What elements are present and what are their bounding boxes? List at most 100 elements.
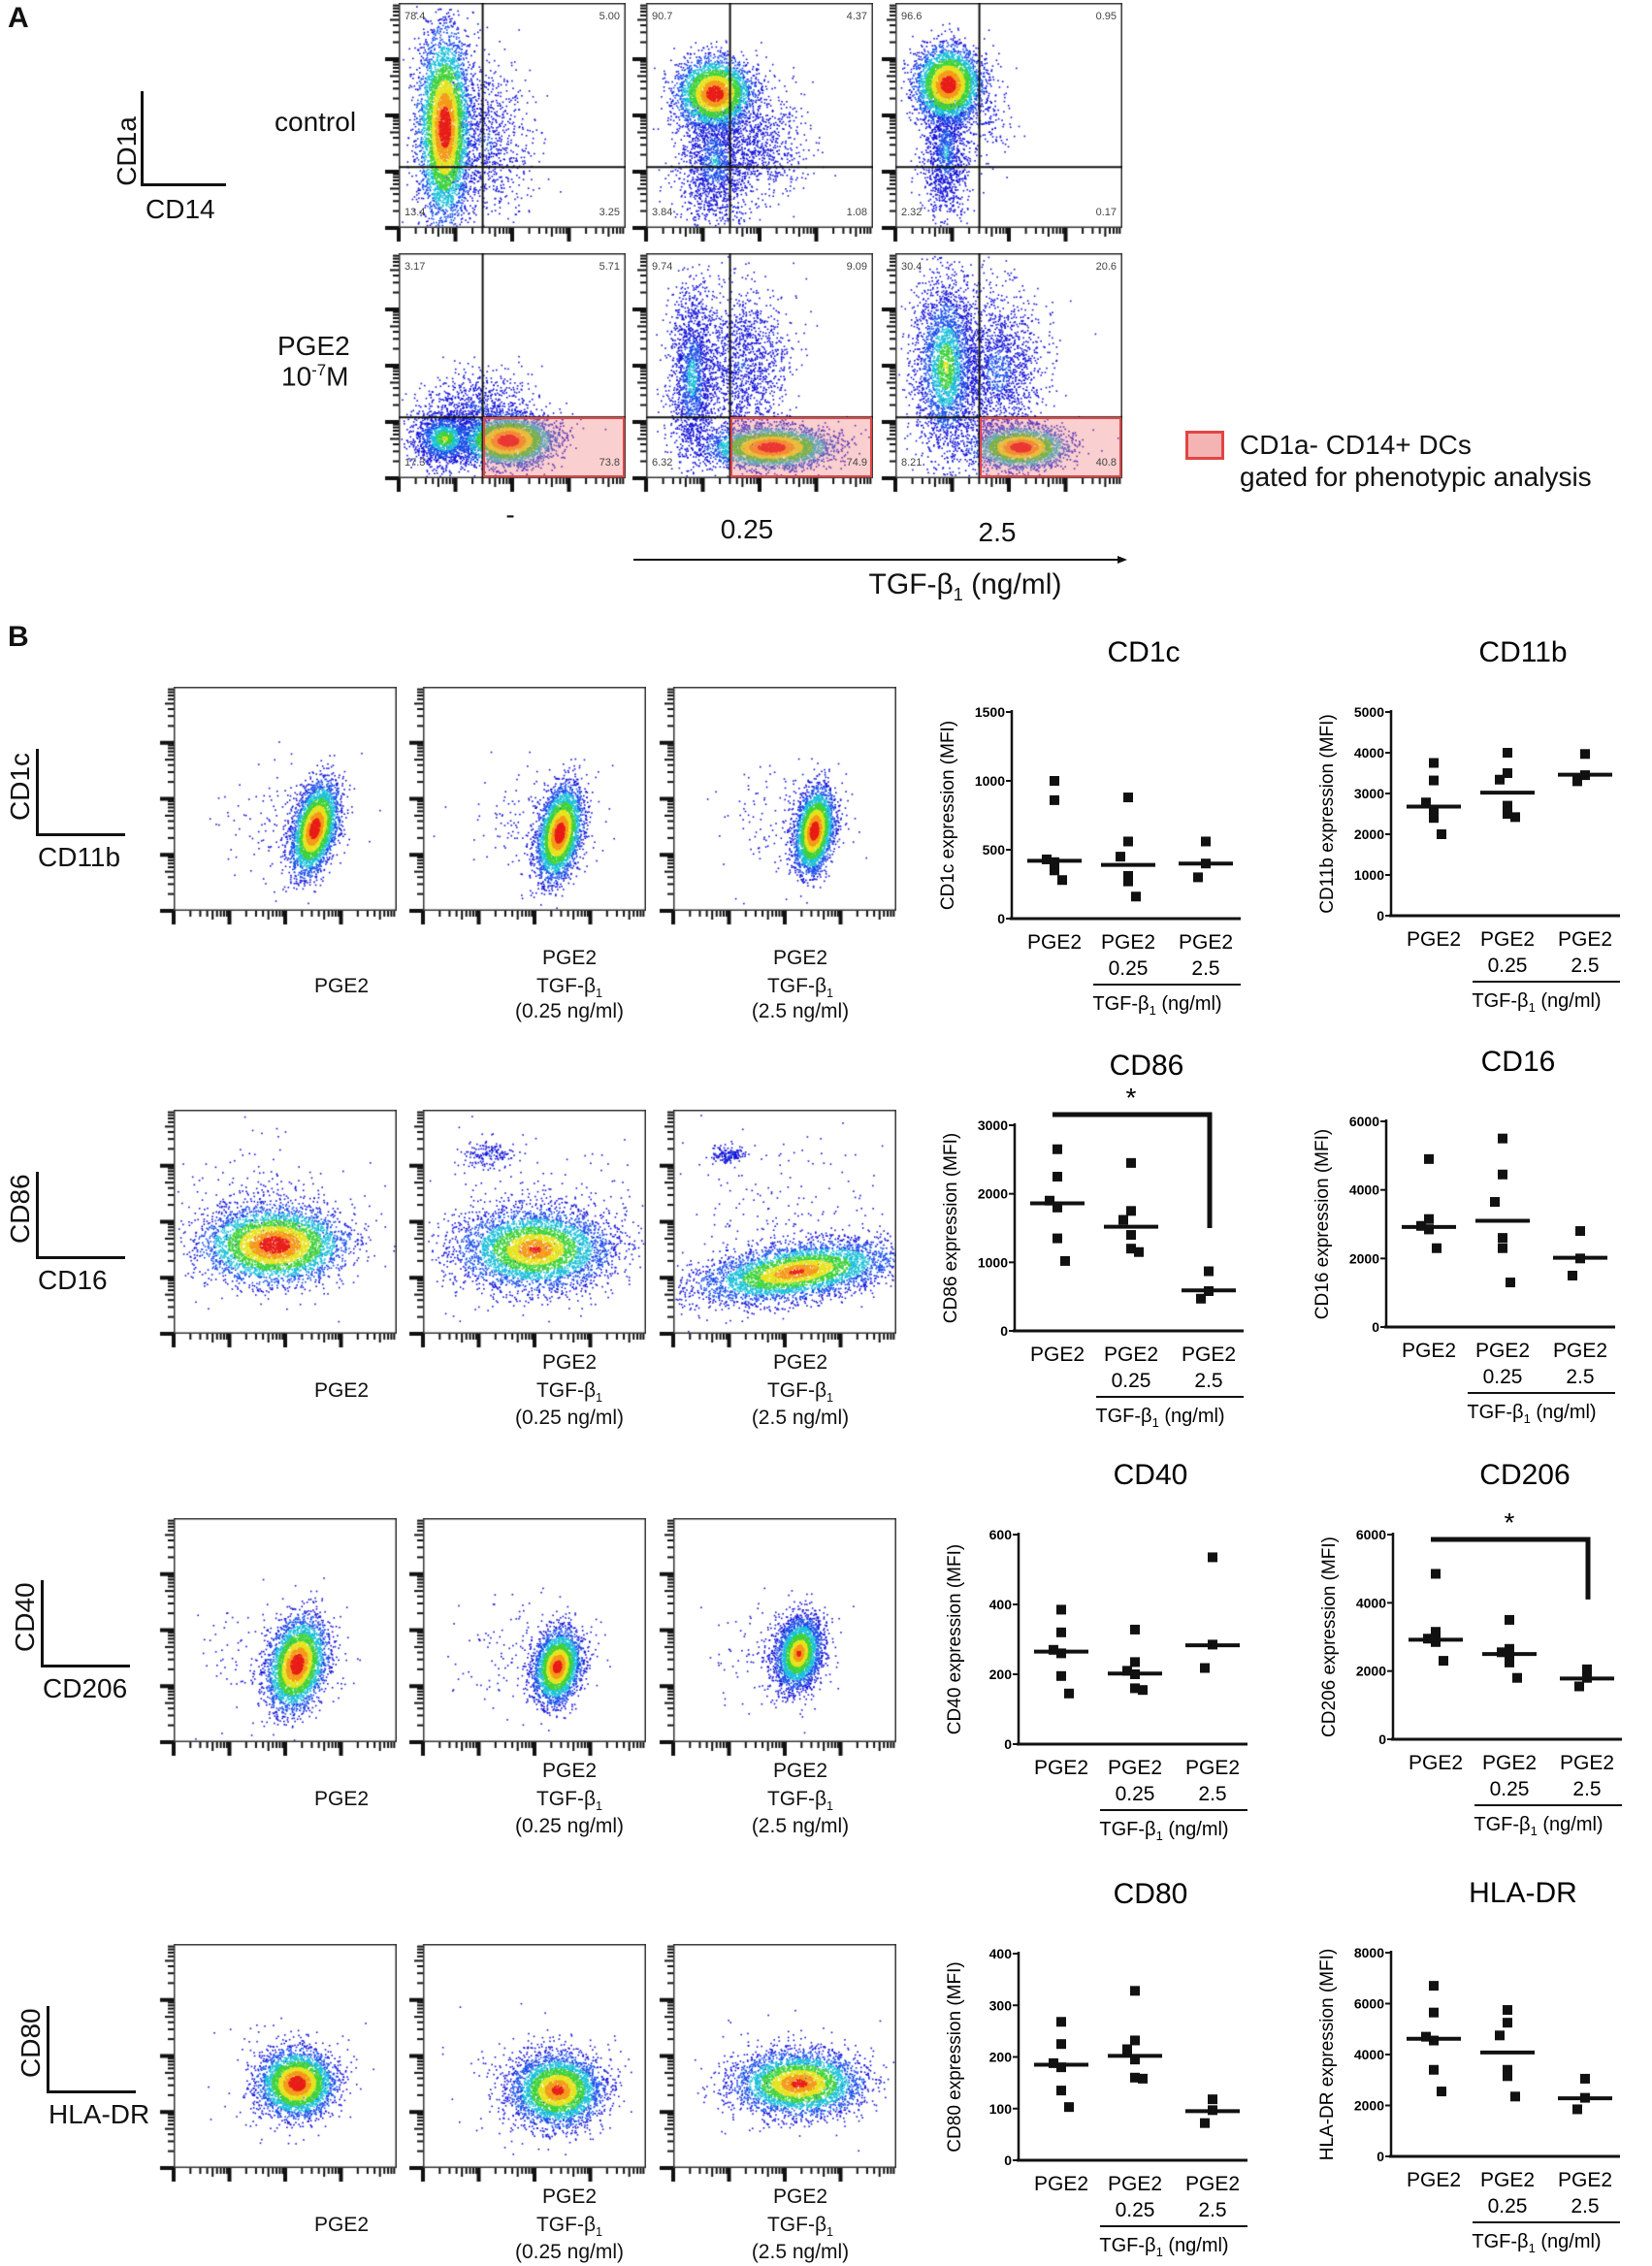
tgf-subscript: 1	[596, 2225, 603, 2240]
y-tick-label: 0	[1004, 1736, 1012, 1752]
flow-plot-b-cd86-1	[404, 1110, 646, 1353]
data-point	[1060, 1255, 1070, 1266]
axis-key-vertical-line	[41, 1580, 44, 1667]
data-point	[1510, 2091, 1520, 2102]
x-tick-sublabel: 0.25	[1112, 1370, 1151, 1392]
y-axis-label: CD80 expression (MFI)	[945, 1961, 965, 2152]
tgf-text: TGF-β	[1095, 1406, 1151, 1427]
tgf-text: TGF-β	[535, 975, 597, 997]
tgf-group-label: TGF-β1 (ng/ml)	[1472, 2231, 1601, 2255]
y-tick-label: 200	[989, 2050, 1013, 2065]
x-tick-sublabel: 0.25	[1116, 2199, 1155, 2221]
y-tick-label: 1500	[975, 704, 1005, 720]
x-tick-sublabel: 2.5	[1198, 1783, 1226, 1805]
x-tick-sublabel: 2.5	[1571, 2195, 1599, 2217]
data-point	[1056, 1604, 1066, 1615]
flow-plot-b-cd80-2	[654, 1944, 896, 2187]
data-point	[1568, 1271, 1577, 1280]
conc-base: 10	[281, 361, 312, 392]
data-point	[1572, 776, 1582, 787]
tgf-subscript: 1	[1529, 2241, 1536, 2255]
data-point	[1421, 797, 1431, 808]
quadrant-lower-left-value: 8.21	[901, 457, 923, 469]
tgf-subscript: 1	[826, 2225, 834, 2240]
axis-key-vertical-line	[36, 1172, 39, 1259]
plot-condition-tgf-label: TGF-β1	[536, 2214, 602, 2239]
quadrant-lower-left-value: 17.3	[405, 457, 426, 469]
axis-key-horizontal-line	[36, 1256, 125, 1259]
data-point	[1495, 2030, 1505, 2041]
data-point	[1123, 870, 1133, 881]
tgf-unit: (ng/ml)	[1156, 993, 1222, 1015]
plot-condition-dose-label: (2.5 ng/ml)	[751, 1815, 850, 1837]
plot-condition-label: PGE2	[313, 975, 370, 997]
axis-key-horizontal-line	[36, 833, 125, 836]
y-tick-label: 6000	[1349, 1114, 1379, 1129]
tgf-text: TGF-β	[868, 568, 954, 600]
x-tick-label: PGE2	[1030, 1343, 1085, 1366]
tgf-unit: (ng/ml)	[1163, 1819, 1229, 1840]
data-point	[1490, 1197, 1500, 1208]
flow-plot-b-cd1c-2	[654, 687, 896, 930]
gate-legend-line2: gated for phenotypic analysis	[1240, 462, 1592, 492]
data-point	[1424, 1153, 1434, 1164]
tgf-subscript: 1	[1156, 1829, 1163, 1843]
tgf-text: TGF-β	[1099, 1819, 1155, 1840]
data-point	[1439, 1656, 1448, 1667]
axis-key-vertical-line	[36, 749, 39, 836]
data-point	[1050, 865, 1059, 876]
tgf-text: TGF-β	[535, 1379, 597, 1402]
panel-a-y-axis-label: CD1a	[111, 116, 142, 186]
y-tick-label: 500	[983, 842, 1006, 858]
x-tick-label: PGE2	[1407, 2169, 1461, 2191]
data-point	[1575, 1226, 1585, 1237]
data-point	[1580, 2073, 1590, 2084]
quadrant-lower-right-value: 73.8	[599, 457, 620, 469]
x-tick-sublabel: 2.5	[1198, 2199, 1226, 2221]
plot-condition-label: PGE2	[313, 1788, 370, 1810]
y-tick-label: 6000	[1356, 1527, 1386, 1542]
data-point	[1572, 2104, 1582, 2115]
tgf-subscript: 1	[953, 585, 963, 604]
tgf-subscript: 1	[596, 1799, 603, 1814]
tgf-unit: (ng/ml)	[1536, 990, 1602, 1012]
y-axis-label: CD11b expression (MFI)	[1317, 714, 1338, 914]
chart-title: CD16	[1481, 1046, 1556, 1078]
flow-plot-a-pge2-1	[627, 253, 873, 498]
plot-condition-dose-label: (0.25 ng/ml)	[514, 2241, 625, 2263]
tgf-group-label: TGF-β1 (ng/ml)	[1095, 1406, 1224, 1430]
data-point	[1130, 2072, 1140, 2083]
dot-plot-cd206: CD206 CD206 expression (MFI) 0 2000 4000 6000…	[1319, 1459, 1622, 1838]
y-tick-label: 1000	[1354, 867, 1384, 883]
cd1c-x-axis-key-label: CD11b	[38, 842, 121, 872]
x-tick-label: PGE2	[1101, 931, 1155, 954]
flow-plot-b-cd86-2	[654, 1110, 896, 1353]
data-point	[1126, 1244, 1136, 1254]
y-axis-label: CD86 expression (MFI)	[941, 1133, 961, 1323]
tgf-text: TGF-β	[1092, 993, 1149, 1015]
tgf-group-label: TGF-β1 (ng/ml)	[1472, 990, 1601, 1015]
data-point	[1498, 1233, 1507, 1244]
tgf-text: TGF-β	[766, 1379, 827, 1402]
plot-condition-dose-label: (0.25 ng/ml)	[514, 1815, 625, 1837]
data-point	[1130, 1657, 1140, 1667]
y-tick-label: 1000	[975, 773, 1005, 789]
y-tick-label: 400	[989, 1597, 1013, 1612]
plot-condition-tgf-label: TGF-β1	[767, 1379, 833, 1405]
data-point	[1512, 1672, 1522, 1683]
y-tick-label: 4000	[1349, 1182, 1379, 1198]
tgf-unit: (ng/ml)	[1163, 2235, 1229, 2256]
data-point	[1503, 800, 1512, 811]
data-point	[1505, 1657, 1514, 1667]
y-axis-label: CD16 expression (MFI)	[1312, 1129, 1333, 1319]
quadrant-upper-left-value: 78.4	[405, 11, 426, 22]
x-tick-label: PGE2	[1027, 931, 1082, 954]
quadrant-upper-left-value: 90.7	[652, 11, 673, 22]
tgf-text: TGF-β	[535, 2214, 597, 2236]
tgf-text: TGF-β	[766, 975, 827, 997]
chart-title: CD206	[1479, 1459, 1570, 1491]
data-point	[1429, 1981, 1439, 1991]
cd86-x-axis-key-label: CD16	[38, 1265, 108, 1295]
row-label-pge2: PGE2	[277, 331, 350, 361]
x-tick-label: PGE2	[1553, 1340, 1607, 1362]
